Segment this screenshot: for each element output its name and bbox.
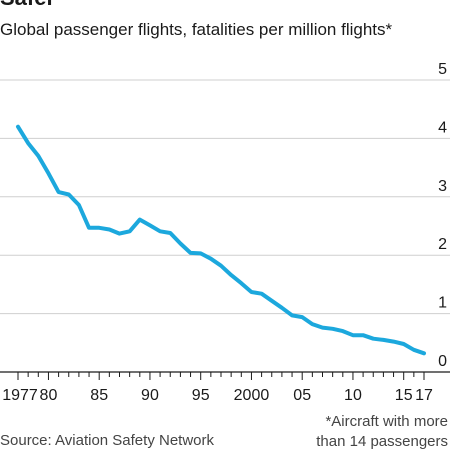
- x-tick-label-80: 80: [40, 387, 58, 404]
- x-tick-label-90: 90: [141, 387, 159, 404]
- chart-title: Safer: [0, 0, 55, 10]
- x-tick-label-85: 85: [90, 387, 108, 404]
- series-line-0: [16, 124, 426, 356]
- x-tick-label-17: 17: [415, 387, 433, 404]
- y-tick-label-2: 2: [438, 236, 447, 253]
- x-tick-label-2000: 2000: [234, 387, 270, 404]
- y-tick-label-3: 3: [438, 178, 447, 195]
- y-tick-label-0: 0: [438, 353, 447, 370]
- chart-subtitle: Global passenger flights, fatalities per…: [0, 20, 393, 39]
- y-tick-label-4: 4: [438, 119, 447, 136]
- y-tick-label-5: 5: [438, 61, 447, 78]
- x-tick-label-10: 10: [344, 387, 362, 404]
- y-tick-label-1: 1: [438, 295, 447, 312]
- x-tick-label-1977: 1977: [2, 387, 38, 404]
- footnote-line-2: than 14 passengers: [316, 433, 448, 450]
- footnote: *Aircraft with more than 14 passengers: [316, 412, 448, 452]
- x-tick-label-15: 15: [395, 387, 413, 404]
- footnote-line-1: *Aircraft with more: [325, 413, 448, 430]
- x-tick-label-95: 95: [192, 387, 210, 404]
- source-note: Source: Aviation Safety Network: [0, 432, 214, 449]
- x-tick-label-05: 05: [293, 387, 311, 404]
